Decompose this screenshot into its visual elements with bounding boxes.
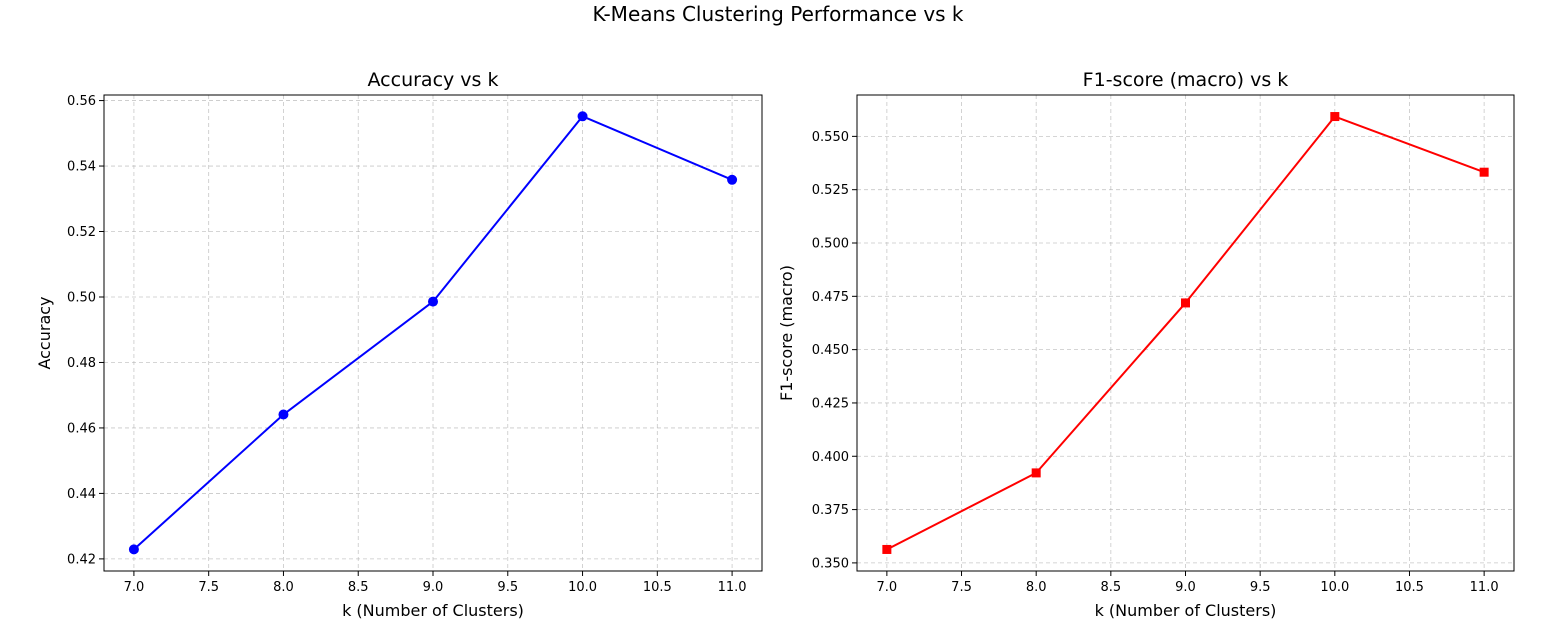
x-tick-label: 11.0 [718, 580, 747, 595]
y-tick-label: 0.44 [67, 487, 96, 502]
x-tick-label: 8.0 [273, 580, 294, 595]
data-point [1330, 112, 1340, 122]
data-point [1181, 298, 1190, 308]
data-point [727, 174, 738, 185]
data-point [278, 409, 289, 420]
y-tick-label: 0.350 [812, 556, 849, 571]
x-tick-label: 7.5 [951, 580, 972, 595]
y-tick-label: 0.550 [812, 130, 849, 145]
y-tick-label: 0.525 [812, 183, 849, 198]
y-tick-label: 0.56 [67, 94, 96, 109]
data-point [577, 111, 588, 122]
y-tick-label: 0.50 [67, 290, 96, 305]
y-tick-label: 0.425 [812, 396, 849, 411]
data-point [882, 544, 892, 554]
y-axis-label: Accuracy [35, 296, 54, 369]
chart-title: F1-score (macro) vs k [1083, 69, 1289, 91]
x-tick-label: 7.0 [877, 580, 898, 595]
x-tick-label: 8.5 [348, 580, 369, 595]
x-tick-label: 10.0 [568, 580, 597, 595]
y-tick-label: 0.48 [67, 356, 96, 371]
x-tick-label: 9.0 [423, 580, 444, 595]
x-tick-label: 7.0 [124, 580, 145, 595]
accuracy-chart: 7.0 7.5 8.0 8.5 9.0 9.5 10.0 10.5 11.0 0.42 0.44 0.… [35, 69, 763, 620]
data-point [428, 296, 438, 307]
x-tick-label: 10.0 [1320, 580, 1349, 595]
x-axis-label: k (Number of Clusters) [342, 601, 524, 620]
y-tick-label: 0.500 [812, 237, 849, 252]
x-tick-label: 8.0 [1026, 580, 1047, 595]
x-tick-label: 9.5 [497, 580, 518, 595]
x-tick-label: 11.0 [1470, 580, 1499, 595]
x-tick-label: 7.5 [198, 580, 219, 595]
f1-score-chart: 7.0 7.5 8.0 8.5 9.0 9.5 10.0 10.5 11.0 0.350 0.375… [777, 69, 1515, 620]
data-point [128, 544, 139, 555]
y-tick-label: 0.54 [67, 160, 96, 175]
y-axis-label: F1-score (macro) [777, 265, 796, 401]
y-tick-label: 0.52 [67, 225, 96, 240]
x-tick-label: 9.5 [1250, 580, 1271, 595]
chart-title: Accuracy vs k [368, 69, 499, 91]
y-tick-label: 0.450 [812, 343, 849, 358]
y-tick-label: 0.46 [67, 421, 96, 436]
y-tick-label: 0.375 [812, 503, 849, 518]
y-tick-label: 0.400 [812, 450, 849, 465]
x-tick-label: 10.5 [1395, 580, 1424, 595]
x-axis-label: k (Number of Clusters) [1095, 601, 1277, 620]
data-point [1031, 468, 1041, 478]
x-tick-label: 9.0 [1175, 580, 1196, 595]
figure-suptitle: K-Means Clustering Performance vs k [592, 2, 963, 26]
data-point [1479, 167, 1489, 177]
y-tick-label: 0.42 [67, 552, 96, 567]
x-tick-label: 8.5 [1100, 580, 1121, 595]
x-tick-label: 10.5 [643, 580, 672, 595]
y-tick-label: 0.475 [812, 290, 849, 305]
